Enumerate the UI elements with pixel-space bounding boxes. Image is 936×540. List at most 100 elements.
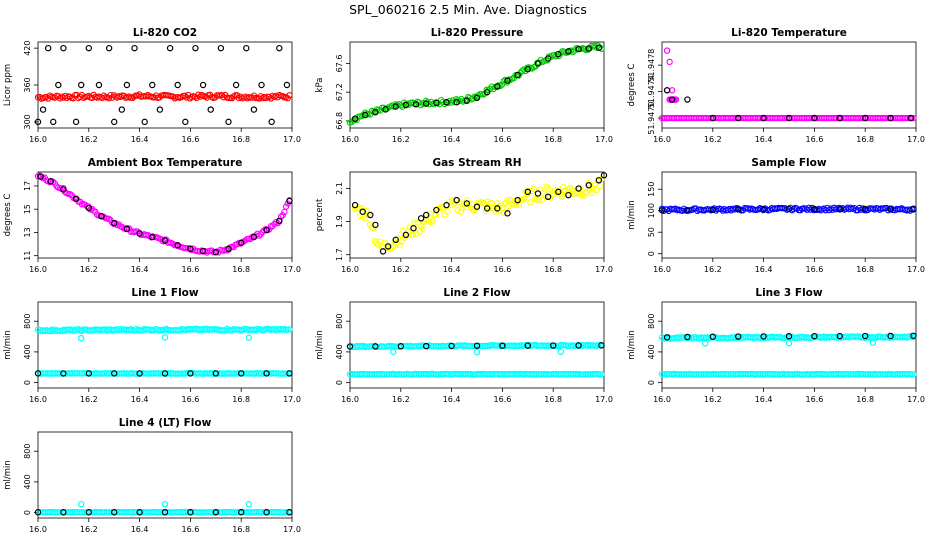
data-point bbox=[187, 509, 194, 516]
data-point bbox=[658, 207, 666, 214]
data-point bbox=[44, 44, 52, 52]
y-axis-label: ml/min bbox=[627, 200, 637, 230]
x-tick-label: 16.4 bbox=[443, 395, 461, 404]
y-axis-label: ml/min bbox=[3, 460, 13, 490]
data-point bbox=[110, 118, 118, 126]
data-point bbox=[524, 188, 532, 196]
y-tick-label: 800 bbox=[23, 444, 32, 459]
x-tick-label: 16.2 bbox=[392, 135, 410, 144]
data-point bbox=[243, 44, 250, 52]
data-point bbox=[250, 106, 258, 113]
series-avg bbox=[34, 509, 293, 516]
x-tick-label: 16.8 bbox=[856, 135, 874, 144]
panel-title: Line 3 Flow bbox=[755, 287, 822, 299]
data-point bbox=[392, 236, 399, 244]
data-point bbox=[907, 114, 915, 122]
data-point bbox=[709, 206, 717, 214]
data-point bbox=[281, 208, 288, 216]
data-point bbox=[429, 217, 436, 224]
data-point bbox=[412, 101, 420, 108]
series-raw bbox=[658, 204, 917, 215]
panel-title: Line 2 Flow bbox=[443, 287, 510, 299]
plot-frame bbox=[349, 171, 605, 259]
x-tick-label: 16.4 bbox=[131, 265, 149, 274]
data-point bbox=[538, 196, 546, 203]
panel-title: Li-820 Pressure bbox=[431, 27, 524, 39]
y-axis-label: degrees C bbox=[627, 64, 637, 107]
data-point bbox=[473, 203, 481, 210]
x-tick-label: 16.0 bbox=[29, 525, 47, 534]
data-point bbox=[785, 333, 793, 340]
x-tick-label: 16.6 bbox=[181, 265, 199, 274]
data-point bbox=[60, 509, 67, 516]
data-point bbox=[449, 197, 456, 204]
data-point bbox=[524, 342, 532, 349]
y-axis-label: degrees C bbox=[3, 194, 13, 237]
y-tick-label: 67.2 bbox=[335, 83, 344, 101]
data-point bbox=[263, 226, 270, 234]
y-axis-label: kPa bbox=[315, 78, 325, 93]
data-point bbox=[136, 230, 143, 237]
x-tick-label: 16.8 bbox=[232, 135, 250, 144]
data-point bbox=[586, 186, 594, 193]
panel-5: Gas Stream RH percent 16.0 16.2 16.4 16.6 16.8… bbox=[315, 157, 613, 274]
x-tick-label: 16.6 bbox=[181, 395, 199, 404]
data-point bbox=[207, 106, 214, 113]
data-point bbox=[663, 47, 671, 54]
x-tick-label: 16.2 bbox=[80, 265, 98, 274]
data-point bbox=[402, 231, 410, 239]
plot-frame bbox=[661, 41, 917, 129]
data-point bbox=[555, 188, 562, 196]
data-point bbox=[575, 45, 582, 53]
data-point bbox=[437, 96, 445, 104]
panel-title: Li-820 Temperature bbox=[731, 27, 847, 39]
x-tick-label: 16.4 bbox=[443, 265, 461, 274]
data-point bbox=[402, 101, 410, 109]
y-tick-label: 17 bbox=[23, 181, 32, 191]
data-point bbox=[910, 371, 917, 378]
data-point bbox=[110, 509, 118, 516]
series-avg bbox=[658, 205, 917, 214]
series-avg bbox=[351, 172, 608, 255]
data-point bbox=[161, 370, 169, 377]
panels: Li-820 CO2 Licor ppm 16.0 16.2 16.4 16.6 16.8 1… bbox=[3, 27, 925, 534]
data-point bbox=[590, 185, 597, 192]
data-point bbox=[60, 370, 67, 377]
x-tick-label: 17.0 bbox=[907, 265, 925, 274]
data-point bbox=[514, 71, 521, 79]
data-point bbox=[359, 208, 366, 215]
data-point bbox=[388, 244, 395, 252]
data-point bbox=[60, 186, 67, 193]
y-axis-label: ml/min bbox=[315, 330, 325, 360]
data-point bbox=[887, 114, 894, 122]
data-point bbox=[598, 342, 605, 349]
data-point bbox=[805, 204, 812, 211]
panel-6: Sample Flow ml/min 16.0 16.2 16.4 16.6 16.8 17.… bbox=[627, 157, 925, 274]
data-point bbox=[423, 211, 430, 219]
data-point bbox=[82, 201, 89, 209]
plot-frame bbox=[37, 431, 293, 519]
data-point bbox=[585, 182, 592, 189]
data-point bbox=[161, 509, 169, 516]
data-point bbox=[34, 370, 42, 377]
data-point bbox=[887, 332, 894, 340]
panel-title: Line 4 (LT) Flow bbox=[119, 417, 212, 429]
data-point bbox=[423, 100, 430, 107]
data-point bbox=[836, 206, 844, 213]
data-point bbox=[361, 215, 369, 222]
data-point bbox=[473, 94, 481, 102]
data-point bbox=[351, 115, 359, 122]
data-point bbox=[785, 114, 793, 122]
data-point bbox=[494, 205, 501, 212]
data-point bbox=[598, 371, 605, 378]
data-point bbox=[55, 81, 62, 89]
y-axis-label: Licor ppm bbox=[3, 64, 13, 106]
x-tick-label: 17.0 bbox=[283, 525, 301, 534]
data-point bbox=[463, 97, 471, 104]
data-point bbox=[663, 334, 671, 341]
data-point bbox=[286, 197, 293, 205]
data-point bbox=[666, 58, 673, 66]
data-point bbox=[174, 81, 181, 89]
x-tick-label: 16.4 bbox=[131, 135, 149, 144]
x-tick-label: 16.6 bbox=[805, 135, 823, 144]
